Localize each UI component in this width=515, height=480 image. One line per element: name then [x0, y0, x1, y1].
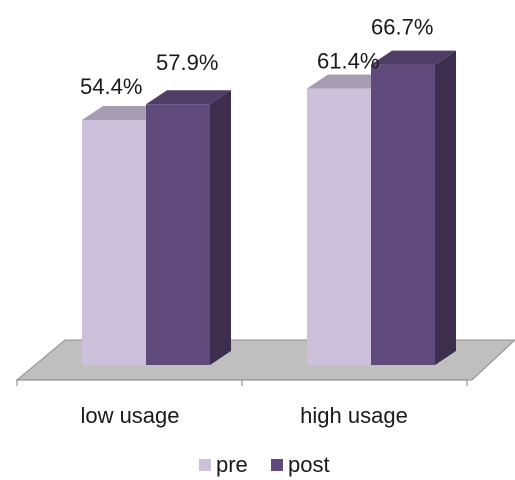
legend-item-post: post — [271, 452, 330, 477]
x-axis: low usage high usage — [16, 379, 468, 428]
legend-item-pre: pre — [199, 452, 248, 477]
bar-top — [307, 74, 392, 89]
bars — [82, 50, 456, 366]
legend-swatch — [271, 459, 283, 471]
data-label: 54.4% — [80, 74, 142, 99]
bar-side — [435, 50, 456, 366]
data-label: 66.7% — [371, 15, 433, 40]
legend: pre post — [199, 452, 330, 477]
bar-top — [146, 90, 231, 105]
bar-post — [371, 50, 456, 366]
data-labels: 54.4% 57.9% 61.4% 66.7% — [80, 15, 433, 99]
legend-swatch — [199, 459, 211, 471]
bar-side — [210, 90, 231, 366]
bar-front — [146, 104, 210, 366]
data-label: 57.9% — [156, 50, 218, 75]
bar-front — [82, 120, 146, 365]
bar-top — [371, 50, 456, 65]
bar-front — [371, 64, 435, 365]
bar-post — [146, 90, 231, 366]
legend-label: pre — [216, 452, 248, 477]
x-tick-label: low usage — [80, 403, 179, 428]
bar-front — [307, 88, 371, 365]
x-tick-label: high usage — [300, 403, 408, 428]
legend-label: post — [288, 452, 330, 477]
bar-top — [82, 106, 167, 120]
data-label: 61.4% — [317, 48, 379, 73]
